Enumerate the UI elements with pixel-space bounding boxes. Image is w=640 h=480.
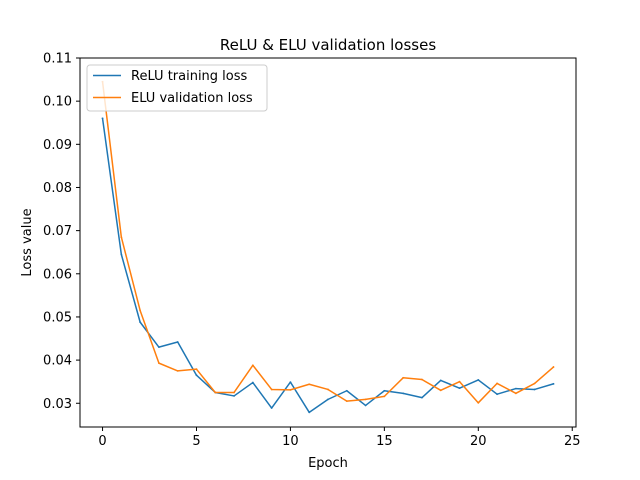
x-tick-label: 20 — [470, 434, 487, 449]
x-tick-label: 0 — [98, 434, 106, 449]
data-point-s0-8 — [251, 381, 254, 384]
data-point-s1-2 — [139, 309, 142, 312]
data-point-s0-5 — [195, 374, 198, 377]
data-point-s1-13 — [345, 400, 348, 403]
data-point-s1-10 — [289, 388, 292, 391]
data-point-s0-15 — [383, 389, 386, 392]
data-point-s0-9 — [270, 407, 273, 409]
plot-lines — [101, 80, 555, 414]
data-point-s1-14 — [364, 398, 367, 401]
legend: ReLU training loss ELU validation loss — [86, 64, 268, 112]
data-point-s0-2 — [139, 321, 142, 324]
y-tick-label: 0.06 — [43, 267, 72, 282]
data-point-s0-0 — [101, 117, 104, 120]
data-point-s0-14 — [364, 404, 367, 407]
data-point-s0-21 — [496, 393, 498, 396]
data-point-s1-4 — [176, 369, 179, 372]
x-axis-label: Epoch — [308, 456, 348, 471]
data-point-s0-13 — [345, 389, 348, 392]
y-tick-label: 0.11 — [43, 52, 72, 67]
data-point-s0-24 — [552, 382, 555, 385]
data-point-s1-3 — [158, 362, 160, 365]
x-tick-label: 5 — [192, 434, 200, 449]
data-point-s0-7 — [233, 395, 235, 397]
data-point-s1-18 — [439, 389, 442, 392]
data-point-s0-11 — [308, 411, 311, 414]
plot-frame — [79, 57, 577, 428]
data-point-s0-16 — [402, 392, 405, 395]
data-point-s1-7 — [233, 391, 235, 394]
data-point-s0-23 — [533, 388, 536, 391]
data-point-s1-5 — [195, 368, 198, 371]
data-point-s0-3 — [158, 346, 160, 349]
y-tick-label: 0.05 — [43, 310, 72, 325]
data-point-s0-18 — [439, 379, 442, 382]
y-tick-label: 0.07 — [43, 224, 72, 239]
data-point-s0-4 — [176, 341, 179, 343]
data-point-s1-11 — [308, 383, 311, 386]
data-point-s1-15 — [383, 395, 386, 398]
chart-title: ReLU & ELU validation losses — [220, 36, 436, 54]
data-point-s1-22 — [514, 392, 517, 395]
y-tick-label: 0.10 — [43, 95, 72, 110]
data-point-s1-8 — [251, 364, 254, 367]
y-tick-label: 0.03 — [43, 397, 72, 412]
data-point-s0-19 — [458, 387, 461, 390]
data-point-s1-24 — [552, 366, 555, 368]
y-tick-label: 0.04 — [43, 354, 72, 369]
data-point-s0-17 — [421, 396, 423, 399]
data-point-s0-12 — [327, 398, 329, 401]
x-tick-label: 25 — [564, 434, 581, 449]
data-point-s1-1 — [120, 236, 123, 239]
y-axis: 0.03 0.04 0.05 0.06 0.07 0.08 0.09 0.10 0.11 — [43, 52, 80, 412]
data-point-s0-10 — [289, 381, 292, 384]
y-axis-label: Loss value — [20, 208, 35, 276]
data-point-s0-1 — [120, 253, 123, 256]
x-tick-label: 10 — [282, 434, 299, 449]
y-tick-label: 0.09 — [43, 138, 72, 153]
data-point-s1-23 — [533, 382, 536, 385]
x-axis: 0 5 10 15 20 25 — [98, 427, 581, 449]
y-tick-label: 0.08 — [43, 181, 72, 196]
legend-box — [86, 64, 268, 112]
data-point-s1-9 — [270, 388, 273, 391]
data-point-s0-20 — [477, 379, 480, 381]
data-point-s1-21 — [496, 382, 498, 385]
legend-label-relu: ReLU training loss — [131, 69, 248, 84]
data-point-s1-12 — [327, 388, 329, 391]
legend-label-elu: ELU validation loss — [131, 91, 253, 106]
x-tick-label: 15 — [376, 434, 393, 449]
data-point-s1-19 — [458, 380, 461, 383]
data-point-s1-20 — [477, 401, 480, 404]
data-point-s1-17 — [421, 378, 423, 381]
data-point-s0-22 — [514, 387, 517, 390]
data-point-s1-16 — [402, 376, 405, 379]
data-point-s1-6 — [214, 391, 217, 394]
